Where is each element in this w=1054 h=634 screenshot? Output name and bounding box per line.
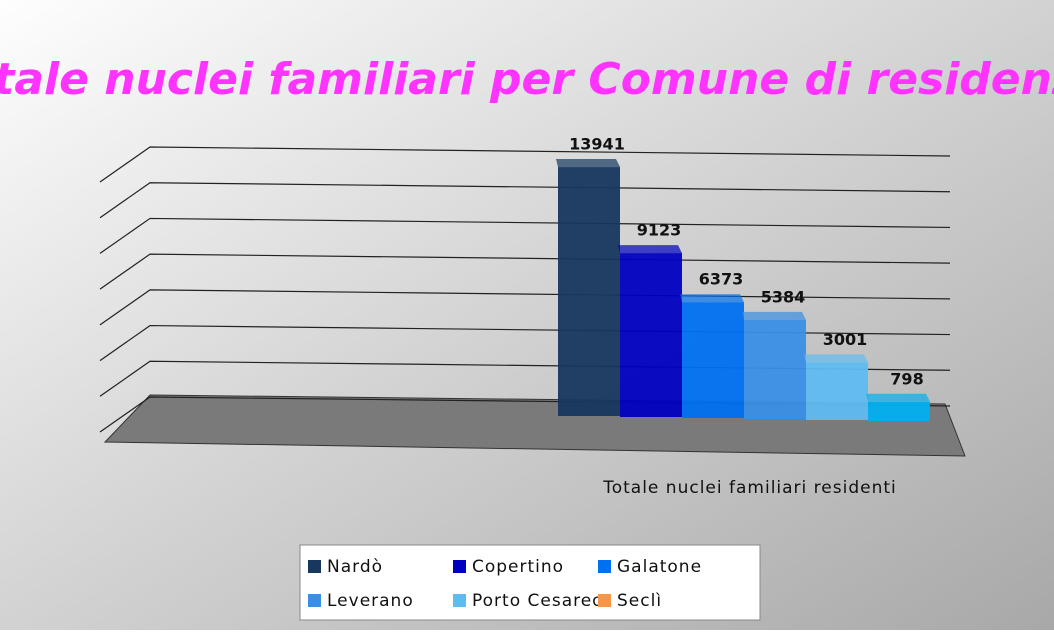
legend-swatch xyxy=(453,560,466,573)
value-label: 3001 xyxy=(823,330,868,349)
chart-title: Totale nuclei familiari per Comune di re… xyxy=(0,54,1054,105)
bar-top xyxy=(804,354,868,363)
bar xyxy=(868,401,930,421)
bar xyxy=(682,302,744,418)
bar-top xyxy=(866,393,930,402)
legend-swatch xyxy=(308,594,321,607)
bar-top xyxy=(556,159,620,168)
bar-top xyxy=(680,294,744,303)
bar-top xyxy=(618,245,682,254)
legend-swatch xyxy=(598,594,611,607)
legend-label: Copertino xyxy=(472,557,564,577)
value-label: 9123 xyxy=(637,221,682,240)
bar-top xyxy=(742,311,806,320)
legend-swatch xyxy=(453,594,466,607)
category-label: Totale nuclei familiari residenti xyxy=(602,478,897,498)
grid-line xyxy=(99,253,951,290)
legend-label: Nardò xyxy=(327,557,383,577)
value-label: 6373 xyxy=(699,270,744,289)
legend-label: Leverano xyxy=(327,591,414,611)
bar xyxy=(744,319,806,419)
value-label: 13941 xyxy=(569,135,625,154)
legend-swatch xyxy=(308,560,321,573)
bar xyxy=(620,253,682,417)
legend xyxy=(299,544,761,621)
value-label: 5384 xyxy=(761,287,806,306)
legend-label: Seclì xyxy=(617,591,662,611)
legend-swatch xyxy=(598,560,611,573)
legend-label: Galatone xyxy=(617,557,702,577)
grid-line xyxy=(99,182,951,219)
bar xyxy=(558,167,620,416)
grid-line xyxy=(99,146,951,183)
value-label: 798 xyxy=(890,369,923,388)
bar xyxy=(806,362,868,420)
grid-line xyxy=(99,217,951,254)
legend-label: Porto Cesareo xyxy=(472,591,604,611)
